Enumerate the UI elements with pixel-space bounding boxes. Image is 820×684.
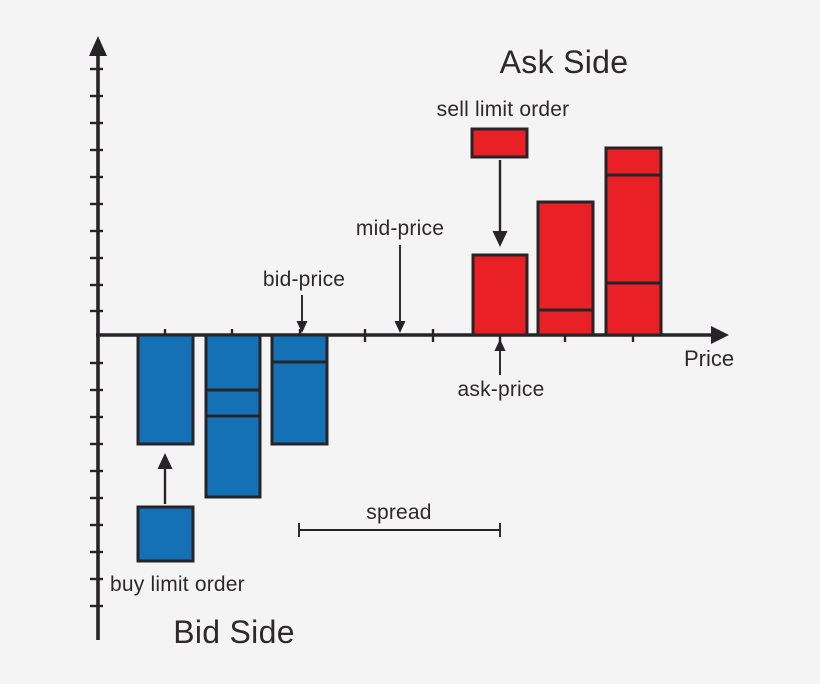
mid-price-label: mid-price bbox=[356, 217, 444, 240]
bid-price-label: bid-price bbox=[263, 268, 345, 291]
incoming-order-blocks bbox=[136, 127, 529, 563]
ask-price-arrow-head-icon bbox=[494, 339, 506, 351]
bid-bar-1 bbox=[136, 333, 195, 446]
sell-limit-order-label: sell limit order bbox=[437, 98, 570, 121]
order-book-bars bbox=[136, 146, 663, 499]
spread-bracket bbox=[298, 523, 501, 537]
buy-limit-order-arrow-head-icon bbox=[157, 453, 173, 469]
mid-price-arrow-head-icon bbox=[394, 321, 406, 333]
annotation-arrows bbox=[157, 160, 508, 504]
buy-limit-order-label: buy limit order bbox=[110, 573, 245, 596]
bid-side-title: Bid Side bbox=[173, 614, 295, 650]
sell-limit-order-block bbox=[470, 127, 529, 159]
buy-limit-order-block bbox=[136, 505, 195, 563]
bid-price-arrow-head-icon bbox=[296, 321, 308, 333]
ask-price-label: ask-price bbox=[458, 378, 545, 401]
ask-bar-3 bbox=[604, 146, 663, 337]
price-axis-label: Price bbox=[684, 346, 734, 371]
ask-bar-2 bbox=[536, 200, 595, 337]
sell-limit-order-arrow-head-icon bbox=[492, 231, 508, 247]
bid-bar-3 bbox=[270, 333, 329, 446]
ask-side-title: Ask Side bbox=[500, 44, 629, 80]
y-axis-arrowhead-icon bbox=[89, 36, 107, 56]
spread-label: spread bbox=[366, 501, 431, 524]
x-axis-arrowhead-icon bbox=[711, 326, 729, 344]
ask-bar-1 bbox=[471, 253, 529, 337]
